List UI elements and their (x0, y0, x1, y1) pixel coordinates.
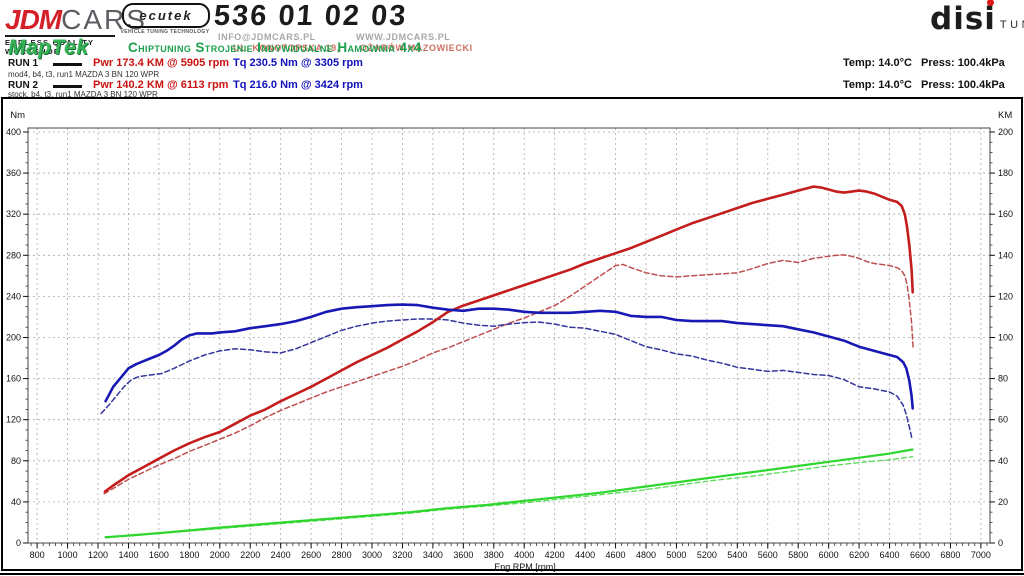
chart-section-border (1, 97, 1023, 571)
left-tick-label: 400 (6, 127, 21, 137)
ecutek-tagline: VEHICLE TUNING TECHNOLOGY (120, 29, 210, 35)
right-tick-label: 120 (998, 291, 1013, 301)
x-tick-label: 4200 (545, 550, 565, 560)
x-tick-label: 4400 (575, 550, 595, 560)
x-tick-label: 5400 (727, 550, 747, 560)
right-tick-label: 160 (998, 209, 1013, 219)
run2-temp: Temp: 14.0°C (843, 79, 912, 91)
run2-line-swatch (53, 85, 82, 88)
disitune-logo-tune: TUNE (999, 19, 1024, 32)
website-url: WWW.JDMCARS.PL (356, 32, 451, 42)
x-tick-label: 2200 (240, 550, 260, 560)
right-tick-label: 80 (998, 374, 1008, 384)
left-tick-label: 160 (6, 374, 21, 384)
email-address: INFO@JDMCARS.PL (218, 32, 316, 42)
x-tick-label: 2000 (210, 550, 230, 560)
run1-power-curve (103, 185, 915, 493)
left-tick-label: 0 (16, 538, 21, 548)
x-tick-label: 3600 (453, 550, 473, 560)
left-tick-label: 360 (6, 168, 21, 178)
left-tick-label: 80 (11, 456, 21, 466)
left-tick-label: 280 (6, 250, 21, 260)
run2-torque-curve (100, 318, 913, 440)
run1-torque-readout: Tq 230.5 Nm @ 3305 rpm (233, 57, 363, 69)
disitune-logo: disi TUNE (930, 0, 1024, 37)
left-axis-title: Nm (10, 110, 25, 121)
x-tick-label: 800 (30, 550, 45, 560)
street-address: UL. KONOTOPSKA 19, (233, 43, 340, 53)
run2-label: RUN 2 (8, 80, 39, 91)
x-tick-label: 1800 (179, 550, 199, 560)
run1-speed-curve (104, 448, 914, 539)
disitune-logo-disi: disi (930, 0, 996, 37)
right-axis-title: KM (998, 110, 1012, 121)
left-tick-label: 200 (6, 332, 21, 342)
run1-power-readout: Pwr 173.4 KM @ 5905 rpm (93, 57, 230, 69)
x-tick-label: 4000 (514, 550, 534, 560)
right-tick-label: 60 (998, 415, 1008, 425)
run1-description: mod4, b4, t3, run1 MAZDA 3 BN 120 WPR (8, 70, 160, 79)
ecutek-logo: ecutek (122, 3, 210, 28)
x-tick-label: 3000 (362, 550, 382, 560)
x-tick-label: 4800 (636, 550, 656, 560)
x-axis-title: Eng RPM [rpm] (494, 562, 556, 572)
run2-torque-readout: Tq 216.0 Nm @ 3424 rpm (233, 79, 363, 91)
x-tick-label: 2800 (332, 550, 352, 560)
x-tick-label: 6400 (880, 550, 900, 560)
run2-power-readout: Pwr 140.2 KM @ 6113 rpm (93, 79, 229, 91)
red-dot-icon (986, 0, 994, 6)
left-tick-label: 40 (11, 497, 21, 507)
x-tick-label: 5200 (697, 550, 717, 560)
maptek-logo: MapTek (8, 36, 89, 59)
x-tick-label: 5800 (788, 550, 808, 560)
city-address: OŻARÓW MAZOWIECKI (360, 43, 473, 53)
x-tick-label: 7000 (971, 550, 991, 560)
x-tick-label: 6000 (819, 550, 839, 560)
run2-power-curve (103, 254, 914, 495)
right-tick-label: 0 (998, 538, 1003, 548)
plot-frame (27, 127, 991, 544)
x-tick-label: 6600 (910, 550, 930, 560)
x-tick-label: 1000 (58, 550, 78, 560)
x-tick-label: 1200 (88, 550, 108, 560)
left-tick-label: 120 (6, 415, 21, 425)
ecutek-logo-text: ecutek (139, 8, 193, 23)
x-tick-label: 2600 (301, 550, 321, 560)
jdm-tagline: ENDLESS QUALITY WORKSHOP (5, 35, 115, 56)
x-tick-label: 3800 (484, 550, 504, 560)
right-tick-label: 20 (998, 497, 1008, 507)
right-tick-label: 180 (998, 168, 1013, 178)
run1-torque-curve (104, 303, 915, 410)
jdm-logo-primary: JDM (5, 4, 62, 35)
x-tick-label: 1600 (149, 550, 169, 560)
run2-press: Press: 100.4kPa (921, 79, 1005, 91)
left-tick-label: 320 (6, 209, 21, 219)
x-tick-label: 3400 (423, 550, 443, 560)
left-tick-label: 240 (6, 291, 21, 301)
x-tick-label: 3200 (392, 550, 412, 560)
x-tick-label: 6200 (849, 550, 869, 560)
run1-temp: Temp: 14.0°C (843, 57, 912, 69)
x-tick-label: 5000 (666, 550, 686, 560)
dyno-chart: 800 1000 1200 1400 1600 1800 2000 2200 2400 2600 2… (0, 97, 1024, 575)
run2-speed-curve (104, 456, 914, 539)
run1-line-swatch (53, 63, 82, 66)
right-tick-label: 140 (998, 250, 1013, 260)
run2-description: stock, b4, t3, run1 MAZDA 3 BN 120 WPR (8, 90, 158, 99)
right-tick-label: 200 (998, 127, 1013, 137)
phone-number: 536 01 02 03 (212, 0, 409, 32)
run1-press: Press: 100.4kPa (921, 57, 1005, 69)
x-tick-label: 4600 (606, 550, 626, 560)
run1-label: RUN 1 (8, 58, 39, 69)
x-tick-label: 6800 (940, 550, 960, 560)
x-tick-label: 5600 (758, 550, 778, 560)
x-tick-label: 1400 (118, 550, 138, 560)
x-tick-label: 2400 (271, 550, 291, 560)
right-tick-label: 40 (998, 456, 1008, 466)
right-tick-label: 100 (998, 332, 1013, 342)
services-line: Chiptuning Strojenie Indywidualne Hamown… (128, 40, 422, 55)
